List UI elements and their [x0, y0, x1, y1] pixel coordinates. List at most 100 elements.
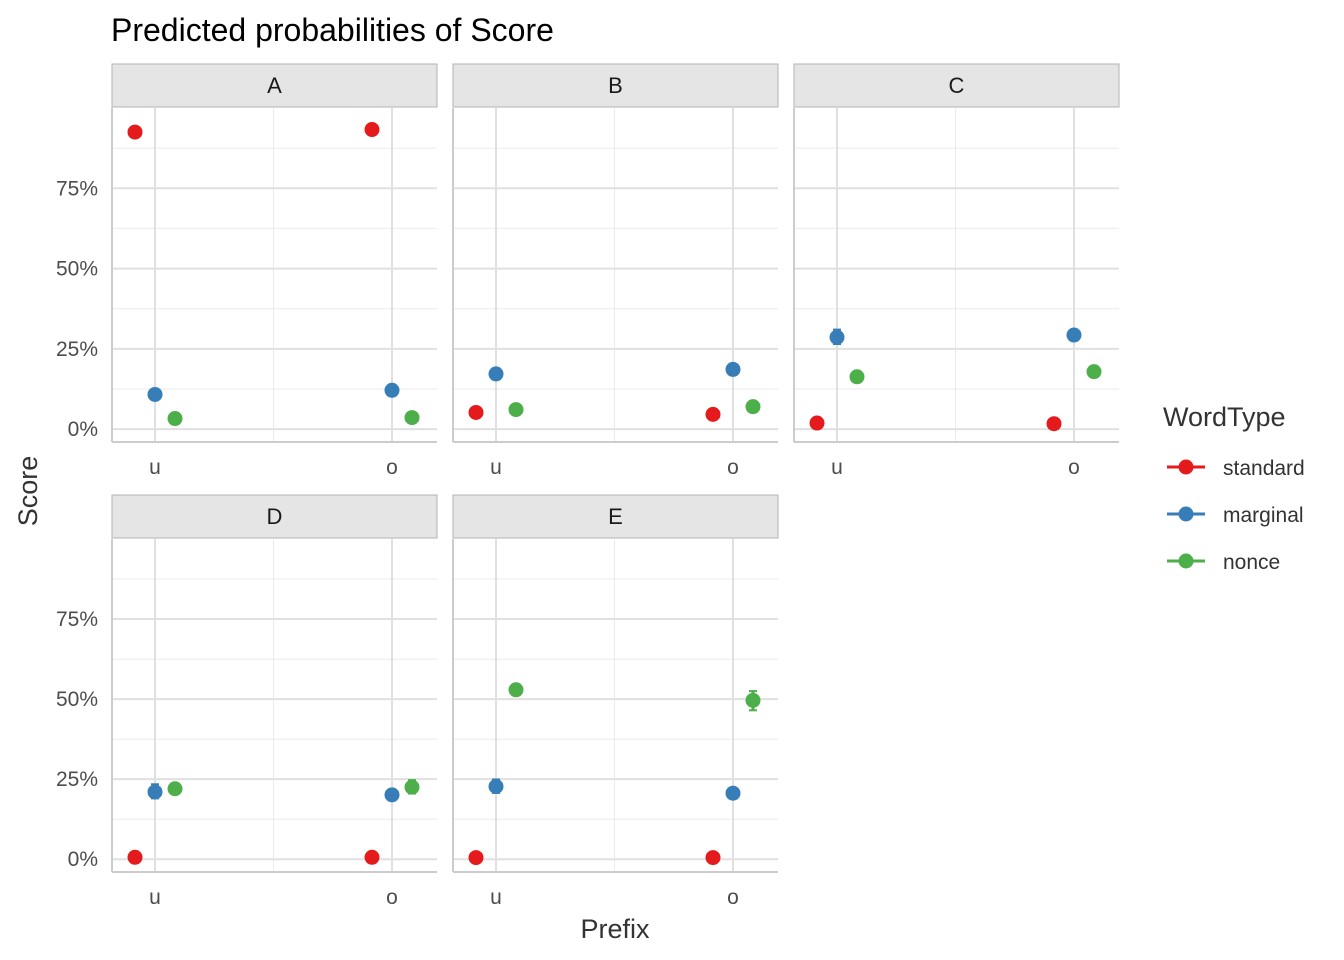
point-marginal: [829, 328, 845, 346]
point-standard: [364, 122, 380, 138]
point-marginal: [488, 366, 504, 382]
data-point: [127, 849, 143, 865]
data-point: [745, 692, 761, 708]
facet-label: D: [267, 504, 283, 529]
data-point: [364, 849, 380, 865]
point-marginal: [725, 361, 741, 377]
data-point: [147, 784, 163, 800]
point-marginal: [488, 778, 504, 795]
point-nonce: [404, 779, 420, 795]
data-point: [147, 386, 163, 402]
point-marginal: [384, 382, 400, 398]
point-nonce: [745, 690, 761, 712]
data-point: [849, 369, 865, 385]
legend-entry-standard: standard: [1167, 457, 1305, 480]
point-standard: [127, 849, 143, 865]
facet-label: E: [608, 504, 623, 529]
x-tick-label: o: [727, 886, 739, 909]
point-nonce: [508, 682, 524, 698]
data-point: [705, 406, 721, 422]
legend-entry-marginal: marginal: [1167, 504, 1304, 527]
point-nonce: [745, 399, 761, 415]
data-point: [384, 382, 400, 398]
facet-label: C: [949, 73, 965, 98]
data-point: [705, 850, 721, 866]
facet-label: A: [267, 73, 282, 98]
x-tick-label: o: [386, 886, 398, 909]
data-point: [468, 850, 484, 866]
y-tick-label: 75%: [56, 608, 98, 631]
data-point: [404, 779, 420, 795]
point-standard: [809, 415, 825, 431]
data-point: [508, 682, 524, 698]
data-point: [404, 410, 420, 426]
x-tick-label: u: [490, 456, 502, 479]
y-axis-title: Score: [13, 456, 43, 527]
point-standard: [705, 850, 721, 866]
data-point: [1086, 364, 1102, 380]
data-point: [167, 411, 183, 427]
facet-panel-b: Bu o: [452, 63, 779, 479]
point-marginal: [725, 785, 741, 801]
data-point: [508, 402, 524, 418]
point-standard: [705, 406, 721, 422]
data-point: [725, 361, 741, 377]
point-standard: [127, 124, 143, 140]
data-point: [127, 124, 143, 140]
point-standard: [364, 849, 380, 865]
data-point: [468, 404, 484, 420]
point-marginal: [384, 787, 400, 803]
y-tick-label: 50%: [56, 258, 98, 281]
x-tick-label: u: [490, 886, 502, 909]
facet-panel-d: D 0% 25% 50% 75% u o: [56, 494, 438, 909]
facet-panel-c: Cu o: [793, 63, 1120, 479]
facet-panel-a: A 0% 25% 50% 75% u o: [56, 63, 438, 479]
point-marginal: [147, 386, 163, 402]
point-nonce: [508, 402, 524, 418]
data-point: [809, 415, 825, 431]
facet-strip: [793, 63, 1120, 108]
point-marginal: [1066, 327, 1082, 343]
facet-panels: A 0% 25% 50% 75% u o Bu o Cu o D 0% 25% 50% 75% u o Eu o: [56, 63, 1120, 909]
legend-label: standard: [1223, 457, 1305, 480]
facet-strip: [111, 63, 438, 108]
x-tick-label: u: [149, 886, 161, 909]
y-tick-label: 25%: [56, 338, 98, 361]
point-nonce: [404, 410, 420, 426]
data-point: [364, 122, 380, 138]
y-tick-label: 75%: [56, 177, 98, 200]
facet-strip: [111, 494, 438, 539]
data-point: [745, 399, 761, 415]
point-nonce: [167, 781, 183, 797]
legend: WordType standard marginal nonce: [1163, 402, 1305, 574]
x-tick-label: o: [1068, 456, 1080, 479]
x-tick-label: o: [386, 456, 398, 479]
x-axis-title: Prefix: [580, 914, 650, 944]
y-tick-label: 25%: [56, 768, 98, 791]
legend-key-point: [1178, 459, 1194, 475]
facet-strip: [452, 494, 779, 539]
data-point: [725, 785, 741, 801]
facet-label: B: [608, 73, 623, 98]
data-point: [167, 781, 183, 797]
point-marginal: [147, 783, 163, 800]
y-tick-label: 0%: [68, 418, 98, 441]
legend-key-point: [1178, 506, 1194, 522]
legend-entry-nonce: nonce: [1167, 551, 1280, 574]
data-point: [829, 329, 845, 345]
x-tick-label: u: [149, 456, 161, 479]
point-nonce: [849, 369, 865, 385]
x-tick-label: o: [727, 456, 739, 479]
point-nonce: [1086, 364, 1102, 380]
y-tick-label: 50%: [56, 688, 98, 711]
data-point: [488, 779, 504, 795]
point-standard: [1046, 416, 1062, 432]
point-standard: [468, 404, 484, 420]
chart-title: Predicted probabilities of Score: [111, 12, 554, 48]
legend-label: nonce: [1223, 551, 1280, 574]
facet-strip: [452, 63, 779, 108]
y-tick-label: 0%: [68, 848, 98, 871]
facet-panel-e: Eu o: [452, 494, 779, 909]
data-point: [384, 787, 400, 803]
